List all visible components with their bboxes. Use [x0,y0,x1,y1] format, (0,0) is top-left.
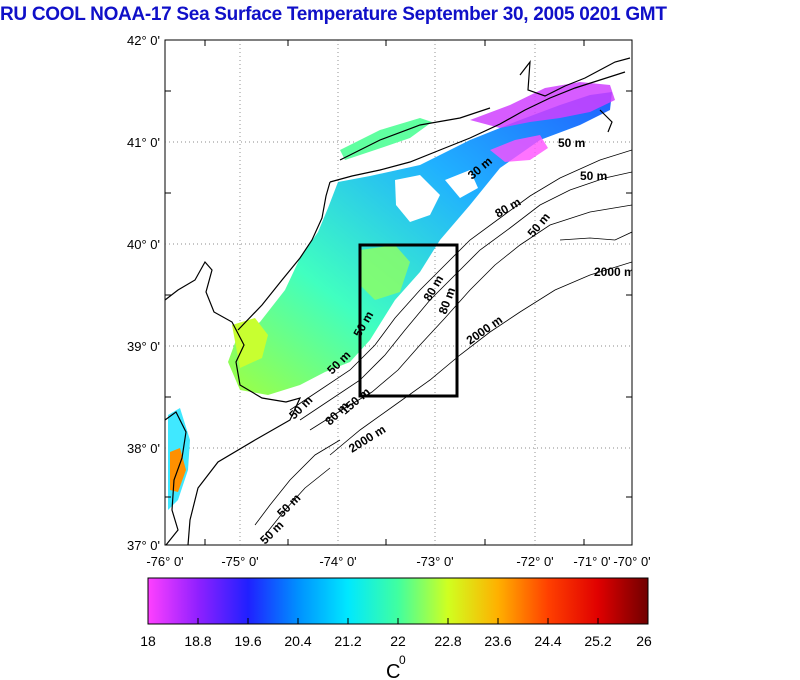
study-area-box [358,243,459,398]
colorbar-tick-label: 26 [636,633,652,649]
lat-tick-label: 38° 0' [127,441,160,456]
map-title: RU COOL NOAA-17 Sea Surface Temperature … [0,4,667,25]
lat-tick-label: 42° 0' [127,33,160,48]
lat-tick-label: 37° 0' [127,538,160,553]
colorbar-tick-label: 24.4 [534,633,561,649]
lon-tick-label: -73° 0' [416,554,453,569]
lon-tick-label: -70° 0' [613,554,650,569]
longitude-axis: -76° 0' -75° 0' -74° 0' -73° 0' -72° 0' … [146,554,650,569]
latitude-axis: 42° 0' 41° 0' 40° 0' 39° 0' 38° 0' 37° 0… [127,33,160,553]
colorbar-tick-label: 18 [140,633,156,649]
axis-ticks [165,40,632,545]
coastline [165,57,631,545]
colorbar-ticks [197,618,599,624]
contour-label: 50 m [580,169,607,183]
lon-tick-label: -76° 0' [146,554,183,569]
colorbar-tick-label: 21.2 [334,633,361,649]
contour-label: 2000 m [594,265,635,279]
lat-tick-label: 41° 0' [127,135,160,150]
colorbar-tick-label: 19.6 [234,633,261,649]
lon-tick-label: -74° 0' [319,554,356,569]
lon-tick-label: -72° 0' [516,554,553,569]
colorbar-labels: 18 18.8 19.6 20.4 21.2 22 22.8 23.6 24.4… [140,633,652,649]
colorbar-unit-superscript: 0 [399,653,406,667]
colorbar-unit: C [386,661,400,680]
colorbar-tick-label: 22.8 [434,633,461,649]
colorbar-tick-label: 18.8 [184,633,211,649]
colorbar-tick-label: 22 [390,633,406,649]
lon-tick-label: -75° 0' [221,554,258,569]
colorbar-tick-label: 25.2 [584,633,611,649]
colorbar [147,577,649,625]
colorbar-tick-label: 20.4 [284,633,311,649]
colorbar-tick-label: 23.6 [484,633,511,649]
contour-label: 50 m [558,136,585,150]
lat-tick-label: 39° 0' [127,339,160,354]
lat-tick-label: 40° 0' [127,237,160,252]
lon-tick-label: -71° 0' [573,554,610,569]
